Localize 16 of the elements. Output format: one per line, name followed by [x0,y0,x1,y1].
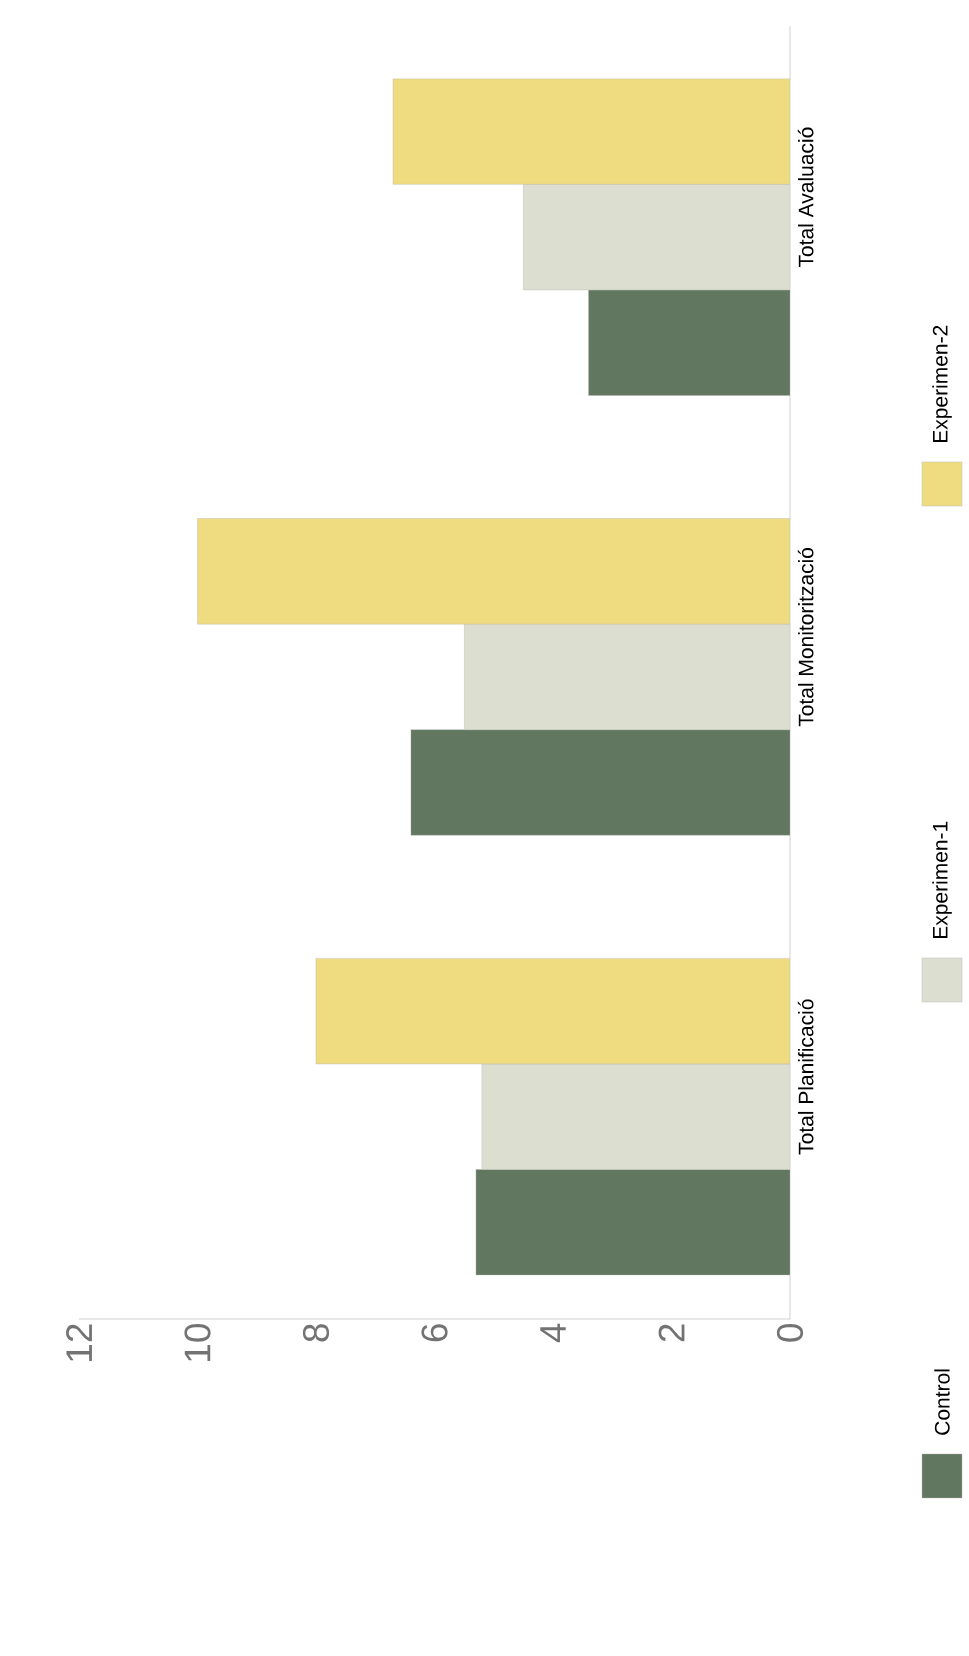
y-tick-label: Total Monitorització [797,547,814,727]
x-tick-label: 8 [302,1324,330,1342]
x-tick-label: 10 [184,1323,211,1361]
y-tick-label: Total Avaluació [797,127,814,268]
x-tick-label: 2 [658,1324,685,1342]
y-tick-label: Total Planificació [797,999,814,1155]
x-tick-label: 0 [776,1323,804,1342]
bar [197,518,790,625]
bar [392,78,790,185]
bar [315,958,790,1065]
x-tick-label: 6 [421,1324,448,1342]
text: Experimen-2 [932,325,952,443]
text: Control [934,1369,950,1435]
x-tick-label: 4 [540,1323,566,1343]
text: Experimen-1 [932,821,952,939]
x-tick-label: 12 [66,1324,92,1361]
